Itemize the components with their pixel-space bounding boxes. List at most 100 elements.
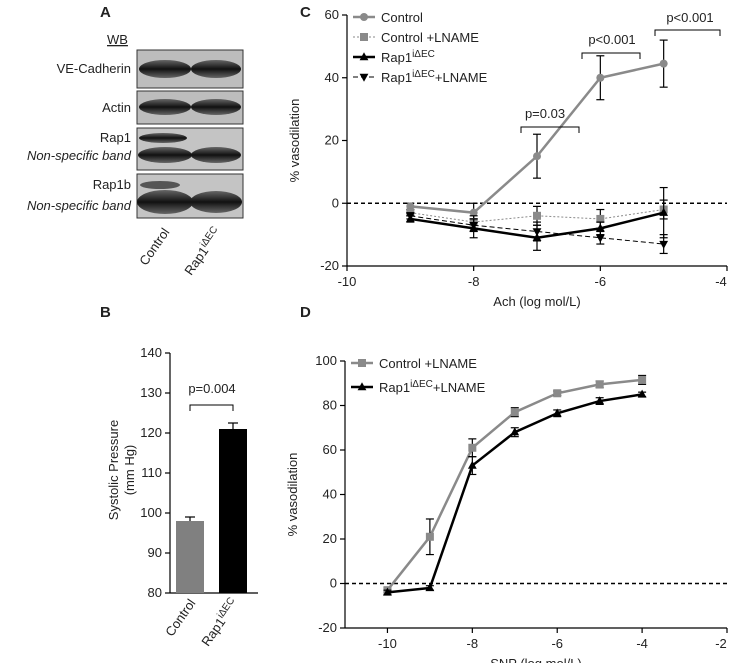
- marker: [553, 389, 562, 398]
- series-line: [410, 215, 664, 245]
- y-tick-label: 40: [325, 70, 339, 85]
- text-part: iΔEC: [215, 595, 237, 620]
- text-part: Control: [136, 225, 172, 268]
- legend-label: Control +LNAME: [381, 30, 479, 45]
- band: [139, 133, 187, 143]
- band: [191, 99, 241, 115]
- y-tick-label: -20: [318, 620, 337, 635]
- band: [140, 181, 180, 189]
- marker: [406, 202, 415, 211]
- band: [137, 190, 193, 214]
- x-tick-label: -10: [338, 274, 357, 289]
- y-axis-label: % vasodilation: [287, 99, 302, 183]
- blot-header: WB: [107, 32, 128, 47]
- y-axis-label: Systolic Pressure: [106, 420, 121, 520]
- band: [191, 147, 241, 163]
- marker: [468, 443, 477, 452]
- band: [190, 191, 242, 213]
- lane-label: Rap1iΔEC: [180, 224, 224, 278]
- marker: [596, 73, 605, 82]
- x-tick-label: -6: [595, 274, 607, 289]
- x-tick-label: -10: [378, 636, 397, 651]
- marker: [659, 59, 668, 68]
- y-axis-label: % vasodilation: [285, 453, 300, 537]
- panel-label: A: [100, 4, 111, 21]
- marker: [637, 389, 647, 398]
- y-tick-label: 0: [332, 195, 339, 210]
- marker: [359, 52, 369, 61]
- series-line: [387, 393, 643, 594]
- text-part: iΔEC: [412, 69, 435, 80]
- marker: [425, 532, 434, 541]
- marker: [595, 380, 604, 389]
- marker: [638, 375, 647, 384]
- panel-label: D: [300, 304, 311, 321]
- x-tick-label: -2: [715, 636, 727, 651]
- marker: [596, 214, 605, 223]
- annotation: p=0.004: [188, 381, 235, 396]
- marker: [357, 382, 367, 391]
- series-line: [410, 209, 664, 223]
- annotation: p<0.001: [666, 10, 713, 25]
- panel-label: B: [100, 304, 111, 321]
- marker: [595, 223, 605, 232]
- marker: [532, 228, 542, 237]
- text-part: +LNAME: [435, 70, 488, 85]
- y-tick-label: 20: [325, 133, 339, 148]
- y-tick-label: 60: [325, 7, 339, 22]
- bracket: [654, 29, 721, 36]
- marker: [510, 427, 520, 436]
- x-axis-label: Ach (log mol/L): [493, 294, 580, 309]
- row-sublabel: Non-specific band: [27, 148, 132, 163]
- row-sublabel: Non-specific band: [27, 198, 132, 213]
- panel-label: C: [300, 4, 311, 21]
- text-part: Rap1: [381, 70, 412, 85]
- lane-label: Control: [136, 225, 172, 268]
- x-tick-label: Control: [162, 596, 198, 639]
- marker: [469, 208, 478, 217]
- x-axis-label: SNP (log mol/L): [490, 656, 582, 663]
- marker: [533, 211, 541, 220]
- legend-label: Control +LNAME: [379, 356, 477, 371]
- y-tick-label: -20: [320, 258, 339, 273]
- annotation: p=0.03: [525, 106, 565, 121]
- marker: [467, 460, 477, 469]
- y-tick-label: 20: [323, 531, 337, 546]
- western-blot: [136, 49, 244, 219]
- text-part: +LNAME: [433, 380, 486, 395]
- row-label: Rap1b: [93, 177, 131, 192]
- text-part: iΔEC: [412, 49, 435, 60]
- bracket: [520, 126, 580, 133]
- legend-label: Rap1iΔEC+LNAME: [381, 69, 488, 86]
- y-axis-label: (mm Hg): [122, 445, 137, 496]
- marker: [469, 222, 479, 231]
- bracket: [189, 404, 234, 411]
- band: [138, 147, 192, 163]
- marker: [360, 13, 368, 21]
- bar: [219, 429, 247, 593]
- bar: [176, 521, 204, 593]
- marker: [552, 408, 562, 417]
- band: [191, 60, 241, 78]
- x-tick-label: -8: [468, 274, 480, 289]
- y-tick-label: 130: [140, 385, 162, 400]
- x-tick-label: -4: [715, 274, 727, 289]
- legend-label: Rap1iΔEC+LNAME: [379, 379, 486, 396]
- x-tick-label: -8: [467, 636, 479, 651]
- legend-label: Rap1iΔEC: [381, 49, 435, 66]
- band: [139, 99, 191, 115]
- y-tick-label: 60: [323, 442, 337, 457]
- text-part: Control: [162, 596, 198, 639]
- marker: [358, 359, 366, 367]
- marker: [659, 240, 669, 249]
- text-part: +LNAME: [423, 30, 479, 45]
- y-tick-label: 140: [140, 345, 162, 360]
- row-label: Actin: [102, 100, 131, 115]
- annotation: p<0.001: [588, 32, 635, 47]
- y-tick-label: 80: [148, 585, 162, 600]
- x-tick-label: Rap1iΔEC: [197, 595, 241, 649]
- text-part: Control: [379, 356, 421, 371]
- y-tick-label: 100: [140, 505, 162, 520]
- x-tick-label: -4: [636, 636, 648, 651]
